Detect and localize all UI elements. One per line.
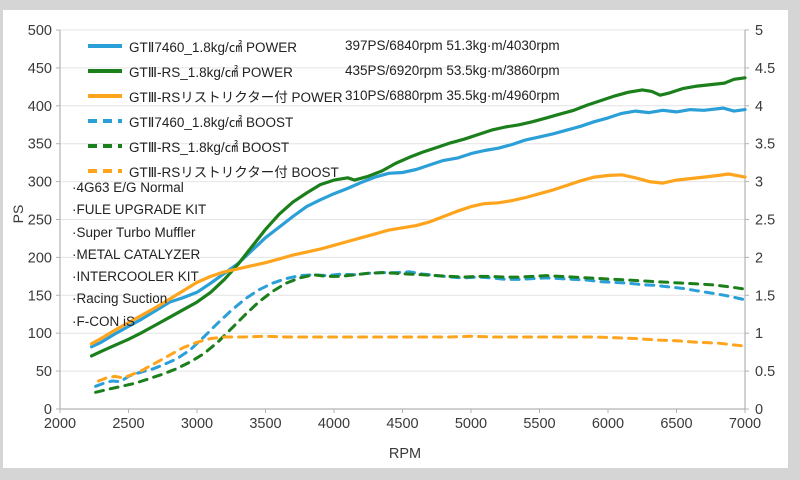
- legend-stats: 435PS/6920rpm 53.5kg·m/3860rpm: [345, 63, 560, 78]
- legend-swatch-gt2-boost-line: [88, 118, 122, 123]
- y-left-tick-label: 0: [44, 402, 52, 418]
- legend-swatch-gt2-power-line: [88, 43, 122, 48]
- x-tick-label: 2500: [112, 416, 144, 432]
- y-left-tick-label: 200: [28, 250, 52, 266]
- legend-row-gt2-boost: GTⅡ7460_1.8kg/㎠ BOOST: [88, 108, 343, 133]
- gt3-rs-restrictor-power-line: [89, 172, 747, 346]
- x-tick-label: 6000: [592, 416, 624, 432]
- legend-row-gt3rs-restrictor-power: GTⅢ-RSリストリクター付 POWER 310PS/6880rpm 35.5k…: [88, 83, 560, 108]
- y-right-tick-label: 2: [755, 250, 763, 266]
- gt3-rs-restrictor-boost-line: [96, 334, 747, 383]
- mod-item: ·F-CON iS: [72, 313, 135, 329]
- y-right-tick-label: 3: [755, 175, 763, 191]
- y-right-tick-label: 1.5: [755, 288, 775, 304]
- legend-label: GTⅡ7460_1.8kg/㎠ BOOST: [129, 114, 294, 130]
- legend-row-gt3rs-power: GTⅢ-RS_1.8kg/㎠ POWER 435PS/6920rpm 53.5k…: [88, 58, 560, 83]
- y-right-tick-label: 0.5: [755, 364, 775, 380]
- x-axis-label: RPM: [388, 446, 422, 462]
- y-left-tick-label: 50: [36, 364, 52, 380]
- gt3-rs-boost-line: [94, 271, 747, 394]
- y-right-tick-label: 0: [755, 402, 763, 418]
- y-right-tick-label: 3.5: [755, 137, 775, 153]
- legend-row-gt2-power: GTⅡ7460_1.8kg/㎠ POWER 397PS/6840rpm 51.3…: [88, 33, 560, 58]
- legend-swatch-gt3rs-power-line: [88, 68, 122, 73]
- y-left-tick-label: 450: [28, 61, 52, 77]
- mod-item: ·Super Turbo Muffler: [72, 224, 196, 240]
- x-tick-label: 2000: [44, 416, 76, 432]
- gt2-7460-boost-line: [94, 270, 747, 388]
- mod-item: ·INTERCOOLER KIT: [72, 269, 199, 285]
- y-right-tick-label: 4.5: [755, 61, 775, 77]
- y-left-tick-label: 500: [28, 23, 52, 39]
- mod-item: ·METAL CATALYZER: [72, 246, 201, 262]
- legend-stats: 397PS/6840rpm 51.3kg·m/4030rpm: [345, 38, 560, 53]
- legend-swatch-gt3rs-restrictor-boost-line: [88, 168, 122, 173]
- mod-list: ·4G63 E/G Normal ·FULE UPGRADE KIT ·Supe…: [72, 177, 206, 333]
- y-left-tick-label: 150: [28, 288, 52, 304]
- legend: GTⅡ7460_1.8kg/㎠ POWER 397PS/6840rpm 51.3…: [88, 33, 560, 183]
- legend-label: GTⅢ-RS_1.8kg/㎠ BOOST: [129, 139, 290, 155]
- legend-label: GTⅢ-RSリストリクター付 POWER: [129, 89, 343, 105]
- x-tick-label: 3000: [181, 416, 213, 432]
- legend-label: GTⅡ7460_1.8kg/㎠ POWER: [129, 39, 297, 55]
- y-axis-label-left: PS: [10, 204, 26, 224]
- legend-label: GTⅢ-RS_1.8kg/㎠ POWER: [129, 64, 293, 80]
- y-right-tick-label: 2.5: [755, 213, 775, 229]
- x-tick-label: 4000: [318, 416, 350, 432]
- y-left-tick-label: 250: [28, 213, 52, 229]
- y-right-tick-label: 1: [755, 326, 763, 342]
- legend-row-gt3rs-restrictor-boost: GTⅢ-RSリストリクター付 BOOST: [88, 158, 343, 183]
- x-tick-label: 6500: [660, 416, 692, 432]
- y-left-tick-label: 100: [28, 326, 52, 342]
- y-left-tick-label: 400: [28, 99, 52, 115]
- y-left-tick-label: 300: [28, 175, 52, 191]
- y-right-tick-label: 4: [755, 99, 763, 115]
- mod-item: ·4G63 E/G Normal: [72, 180, 184, 195]
- chart-panel: [3, 10, 788, 468]
- gt3-rs-power-line: [89, 76, 747, 358]
- y-left-tick-label: 350: [28, 137, 52, 153]
- x-tick-label: 5000: [455, 416, 487, 432]
- y-right-tick-label: 5: [755, 23, 763, 39]
- mod-item: ·FULE UPGRADE KIT: [72, 202, 207, 218]
- x-tick-label: 4500: [386, 416, 418, 432]
- legend-swatch-gt3rs-restrictor-power-line: [88, 93, 122, 98]
- legend-label: GTⅢ-RSリストリクター付 BOOST: [129, 164, 339, 180]
- x-tick-label: 7000: [729, 416, 761, 432]
- x-tick-label: 5500: [523, 416, 555, 432]
- legend-row-gt3rs-boost: GTⅢ-RS_1.8kg/㎠ BOOST: [88, 133, 343, 158]
- legend-stats: 310PS/6880rpm 35.5kg·m/4960rpm: [345, 88, 560, 103]
- mod-item: ·Racing Suction: [72, 291, 168, 307]
- x-tick-label: 3500: [249, 416, 281, 432]
- legend-swatch-gt3rs-boost-line: [88, 143, 122, 148]
- gt2-7460-power-line: [89, 106, 747, 349]
